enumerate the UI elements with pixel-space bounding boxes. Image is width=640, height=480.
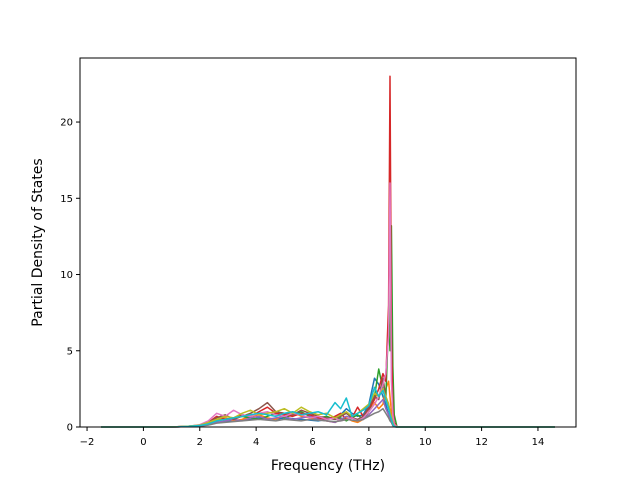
y-tick-label: 20 [60, 118, 73, 129]
x-axis-label: Frequency (THz) [271, 458, 385, 474]
y-tick-label: 10 [60, 270, 73, 281]
x-axis-ticks: −2 0 2 4 6 8 10 12 14 [80, 427, 545, 448]
x-tick-label: 12 [475, 437, 488, 448]
series-line-10 [101, 386, 555, 428]
y-tick-label: 15 [60, 194, 73, 205]
series-line-9 [101, 388, 555, 428]
x-tick-label: −2 [80, 437, 95, 448]
x-tick-label: 14 [532, 437, 545, 448]
y-tick-label: 5 [67, 346, 73, 357]
y-tick-label: 0 [67, 423, 73, 434]
y-axis-label: Partial Density of States [30, 158, 46, 326]
x-tick-label: 8 [366, 437, 372, 448]
plot-area [101, 75, 555, 428]
axes-frame [79, 57, 577, 428]
x-tick-label: 0 [140, 437, 146, 448]
y-axis-ticks: 0 5 10 15 20 [60, 118, 80, 434]
series-line-7 [101, 182, 555, 428]
x-tick-label: 4 [253, 437, 259, 448]
x-tick-label: 2 [197, 437, 203, 448]
x-tick-label: 10 [419, 437, 432, 448]
series-line-8 [101, 407, 555, 428]
x-tick-label: 6 [309, 437, 315, 448]
